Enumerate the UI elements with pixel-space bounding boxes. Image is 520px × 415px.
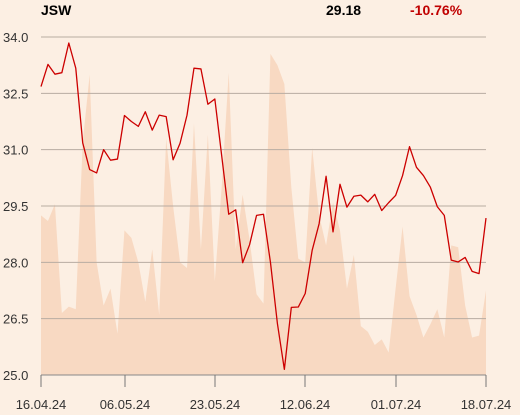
data-point bbox=[144, 110, 147, 113]
price-series-line bbox=[40, 42, 487, 371]
y-tick-label: 25.0 bbox=[3, 368, 28, 383]
data-point bbox=[401, 174, 404, 177]
data-point bbox=[185, 114, 188, 117]
y-tick-label: 26.5 bbox=[3, 312, 28, 327]
data-point bbox=[130, 120, 133, 123]
data-point bbox=[165, 115, 168, 118]
y-tick-label: 29.5 bbox=[3, 199, 28, 214]
volume-area bbox=[41, 53, 486, 376]
data-point bbox=[109, 159, 112, 162]
price-change-percent: -10.76% bbox=[410, 2, 463, 18]
data-point bbox=[345, 206, 348, 209]
data-point bbox=[74, 67, 77, 70]
data-point bbox=[60, 71, 63, 74]
data-point bbox=[331, 230, 334, 233]
data-point bbox=[269, 261, 272, 264]
data-point bbox=[53, 73, 56, 76]
data-point bbox=[158, 114, 161, 117]
data-point bbox=[213, 97, 216, 100]
data-point bbox=[484, 216, 487, 219]
data-point bbox=[470, 270, 473, 273]
data-point bbox=[297, 305, 300, 308]
data-point bbox=[318, 222, 321, 225]
data-point bbox=[373, 193, 376, 196]
data-point bbox=[46, 63, 49, 66]
volume-area-layer bbox=[41, 53, 486, 376]
data-point bbox=[255, 214, 258, 217]
data-point bbox=[457, 260, 460, 263]
data-point bbox=[304, 292, 307, 295]
y-tick-label: 28.0 bbox=[3, 255, 28, 270]
data-point bbox=[338, 183, 341, 186]
data-point bbox=[123, 114, 126, 117]
data-point bbox=[290, 306, 293, 309]
data-point bbox=[394, 194, 397, 197]
data-point bbox=[429, 186, 432, 189]
price-line-layer bbox=[39, 41, 487, 371]
data-point bbox=[151, 129, 154, 132]
x-tick-label: 01.07.24 bbox=[371, 397, 422, 412]
data-point bbox=[39, 85, 42, 88]
data-point bbox=[206, 103, 209, 106]
x-tick-label: 18.07.24 bbox=[461, 397, 512, 412]
data-point bbox=[95, 171, 98, 174]
data-point bbox=[311, 249, 314, 252]
data-point bbox=[81, 141, 84, 144]
data-point bbox=[227, 213, 230, 216]
data-point bbox=[352, 195, 355, 198]
data-point bbox=[443, 214, 446, 217]
data-point bbox=[324, 175, 327, 178]
data-point bbox=[248, 243, 251, 246]
data-point bbox=[67, 41, 70, 44]
x-tick-label: 12.06.24 bbox=[280, 397, 331, 412]
data-point bbox=[283, 368, 286, 371]
ticker-symbol: JSW bbox=[41, 2, 72, 18]
data-point bbox=[172, 158, 175, 161]
y-tick-label: 34.0 bbox=[3, 30, 28, 45]
data-point bbox=[380, 209, 383, 212]
data-point bbox=[241, 261, 244, 264]
data-point bbox=[116, 157, 119, 160]
y-tick-label: 31.0 bbox=[3, 143, 28, 158]
axis-layer: 16.04.24 06.05.24 23.05.24 12.06.24 01.07.24… bbox=[16, 374, 512, 412]
data-point bbox=[192, 67, 195, 70]
data-point bbox=[234, 208, 237, 211]
data-point bbox=[436, 205, 439, 208]
data-point bbox=[359, 194, 362, 197]
data-point bbox=[408, 145, 411, 148]
data-point bbox=[366, 200, 369, 203]
data-point bbox=[220, 155, 223, 158]
data-point bbox=[422, 174, 425, 177]
data-point bbox=[450, 258, 453, 261]
data-point bbox=[88, 168, 91, 171]
data-point bbox=[387, 201, 390, 204]
last-price: 29.18 bbox=[326, 2, 362, 18]
data-point bbox=[276, 322, 279, 325]
data-point bbox=[102, 148, 105, 151]
data-point bbox=[262, 213, 265, 216]
data-point bbox=[137, 125, 140, 128]
data-point bbox=[199, 67, 202, 70]
y-tick-label: 32.5 bbox=[3, 86, 28, 101]
data-point bbox=[477, 272, 480, 275]
data-point bbox=[415, 166, 418, 169]
x-tick-label: 06.05.24 bbox=[100, 397, 151, 412]
x-tick-label: 23.05.24 bbox=[190, 397, 241, 412]
data-point bbox=[178, 142, 181, 145]
data-point bbox=[464, 256, 467, 259]
x-tick-label: 16.04.24 bbox=[16, 397, 67, 412]
